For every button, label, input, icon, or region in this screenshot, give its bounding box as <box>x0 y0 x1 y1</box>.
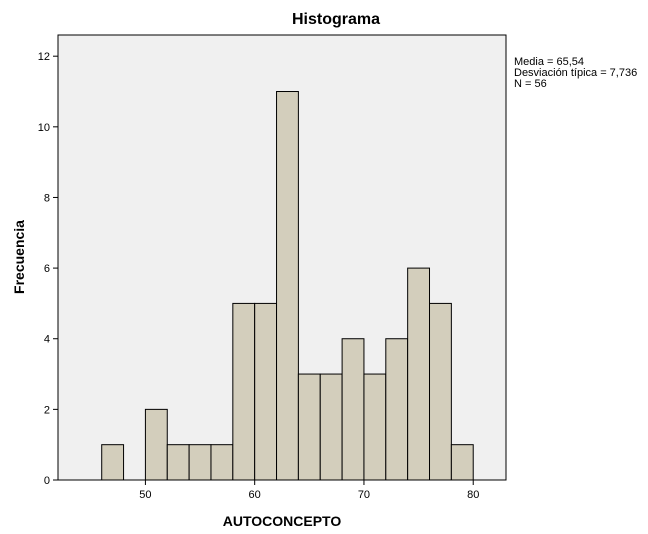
x-axis-title: AUTOCONCEPTO <box>223 513 342 529</box>
histogram-bar-68 <box>341 338 365 481</box>
y-tick-label: 6 <box>44 263 50 275</box>
histogram-bar-74 <box>407 267 431 481</box>
histogram-bar-70 <box>363 373 387 481</box>
stat-line: Desviación típica = 7,736 <box>514 67 637 79</box>
y-tick-label: 12 <box>38 51 50 63</box>
stat-line: Media = 65,54 <box>514 56 584 68</box>
histogram-bar-60 <box>254 302 278 481</box>
histogram-bar-64 <box>297 373 321 481</box>
x-ticks-group: 50 60 70 80 <box>139 480 479 501</box>
histogram-bar-50 <box>144 408 168 481</box>
y-tick-label: 8 <box>44 192 50 204</box>
chart-title: Histograma <box>292 11 380 28</box>
histogram-bar-66 <box>319 373 343 481</box>
y-tick-label: 10 <box>38 122 50 134</box>
histogram-bar-58 <box>232 302 256 481</box>
y-tick-label: 2 <box>44 404 50 416</box>
y-axis-title: Frecuencia <box>11 220 27 294</box>
stat-line: N = 56 <box>514 78 547 90</box>
y-ticks-group: 0 2 4 6 8 10 12 <box>38 51 58 487</box>
histogram-bar-52 <box>166 444 190 481</box>
histogram-bar-62 <box>276 91 299 481</box>
histogram-bar-78 <box>450 444 474 481</box>
y-tick-label: 4 <box>44 334 50 346</box>
x-tick-label: 50 <box>139 489 151 501</box>
histogram-bar-72 <box>385 338 409 481</box>
y-tick-label: 0 <box>44 475 50 487</box>
histogram-bar-76 <box>429 302 452 481</box>
x-tick-label: 70 <box>358 489 370 501</box>
histogram-bar-46 <box>101 444 125 481</box>
x-tick-label: 80 <box>467 489 479 501</box>
histogram-bar-56 <box>210 444 234 481</box>
bars-group <box>101 91 474 481</box>
histogram-bar-54 <box>188 444 212 481</box>
x-tick-label: 60 <box>249 489 261 501</box>
